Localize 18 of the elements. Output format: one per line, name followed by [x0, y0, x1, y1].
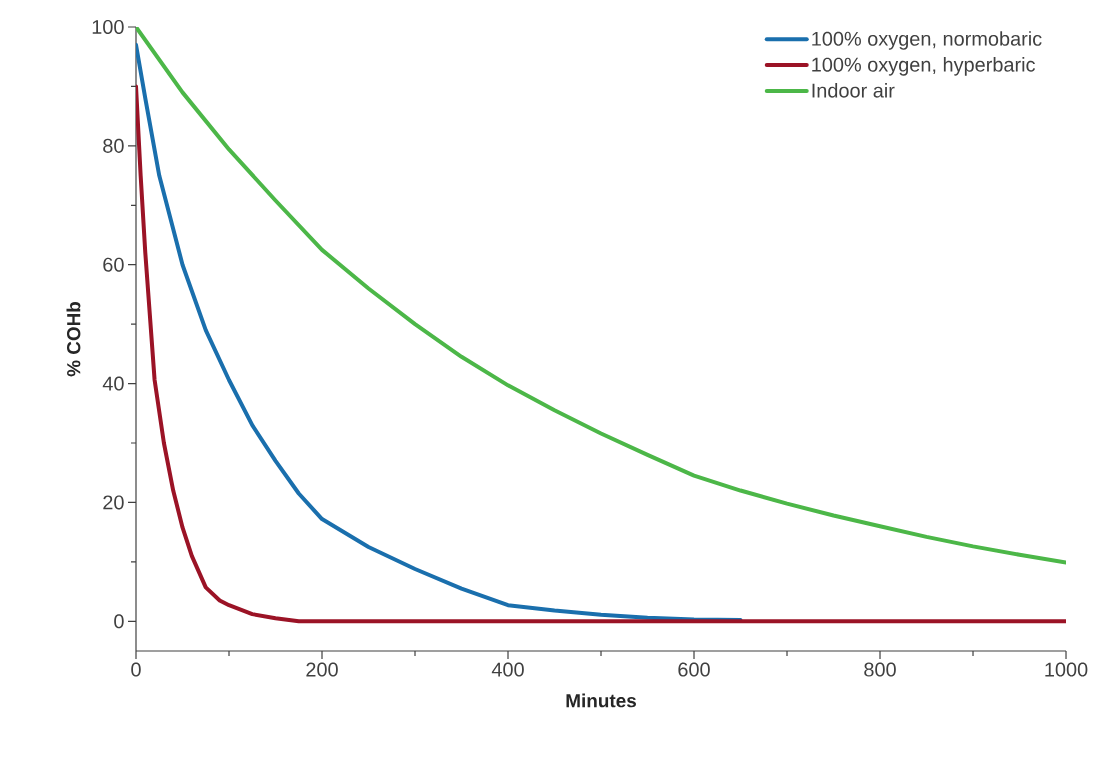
legend-label: 100% oxygen, normobaric: [812, 31, 1042, 50]
y-tick-label: 60: [103, 257, 124, 272]
x-tick-label: 800: [864, 662, 896, 677]
y-tick-label: 40: [102, 376, 124, 391]
x-tick-label: 0: [131, 662, 141, 677]
y-tick-label: 100: [92, 19, 124, 35]
line-series: [136, 26, 1067, 565]
x-tick-label: 200: [306, 662, 338, 677]
y-tick-label: 80: [103, 138, 124, 153]
legend-label: Indoor air: [812, 83, 895, 98]
x-tick-label: 1000: [1045, 662, 1088, 677]
y-axis-title: % COHb: [66, 301, 81, 377]
x-tick-label: 600: [678, 662, 710, 677]
y-tick-label: 20: [103, 495, 124, 510]
x-tick-label: 400: [491, 662, 524, 677]
y-tick-label: 0: [114, 614, 124, 629]
legend-label: 100% oxygen, hyperbaric: [812, 57, 1036, 76]
x-axis-title: Minutes: [566, 693, 636, 708]
